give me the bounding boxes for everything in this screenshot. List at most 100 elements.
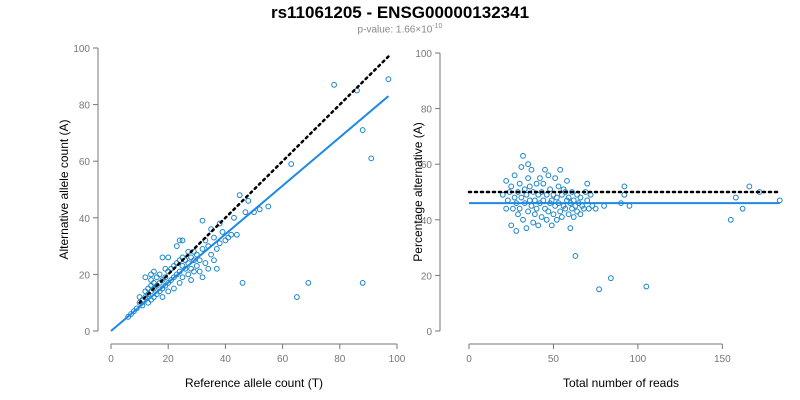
right-data-point bbox=[584, 180, 591, 187]
right-data-point bbox=[543, 216, 550, 223]
right-data-point bbox=[531, 197, 538, 204]
left-data-point bbox=[239, 279, 246, 286]
right-data-point bbox=[557, 166, 564, 173]
right-data-point bbox=[530, 219, 537, 226]
right-data-point bbox=[643, 283, 650, 290]
right-data-point bbox=[553, 216, 560, 223]
right-data-point bbox=[569, 189, 575, 195]
left-data-point bbox=[145, 285, 152, 292]
right-y-tick-label: 100 bbox=[415, 49, 432, 60]
right-data-point bbox=[528, 166, 535, 173]
left-data-point bbox=[216, 220, 223, 227]
chart-subtitle: p-value: 1.66×10-10 bbox=[0, 23, 800, 35]
left-x-tick-label: 80 bbox=[334, 354, 346, 365]
left-reference-line bbox=[138, 55, 390, 304]
right-data-point bbox=[537, 175, 543, 182]
right-data-point bbox=[574, 208, 580, 215]
right-data-point bbox=[567, 225, 574, 232]
left-data-point bbox=[288, 161, 295, 167]
right-data-point bbox=[520, 152, 526, 159]
left-data-point bbox=[159, 294, 166, 300]
left-data-point bbox=[294, 294, 300, 300]
right-data-point bbox=[553, 194, 560, 201]
left-data-point bbox=[191, 257, 197, 264]
left-data-point bbox=[199, 246, 206, 252]
right-data-point bbox=[535, 222, 542, 229]
right-data-point bbox=[548, 222, 555, 229]
right-y-tick-label: 20 bbox=[421, 271, 433, 282]
right-data-point bbox=[533, 180, 540, 187]
right-data-point bbox=[570, 197, 577, 204]
right-data-point bbox=[557, 208, 564, 215]
left-data-point bbox=[385, 76, 392, 83]
right-data-point bbox=[516, 180, 523, 187]
left-data-point bbox=[331, 81, 337, 88]
right-data-point bbox=[540, 197, 547, 204]
right-y-axis-title: Percentage alternative (A) bbox=[411, 122, 425, 261]
right-data-point bbox=[518, 164, 525, 170]
left-data-point bbox=[153, 274, 160, 281]
right-data-point bbox=[520, 216, 526, 223]
right-data-point bbox=[526, 183, 533, 190]
left-data-point bbox=[222, 237, 229, 244]
right-data-point bbox=[569, 205, 575, 212]
left-data-point bbox=[205, 265, 212, 272]
left-data-point bbox=[165, 254, 172, 261]
left-data-point bbox=[176, 237, 183, 244]
left-data-point bbox=[265, 203, 272, 210]
left-y-tick-label: 20 bbox=[79, 270, 91, 281]
right-data-point bbox=[584, 197, 591, 204]
left-data-point bbox=[256, 206, 263, 213]
right-y-tick-label: 0 bbox=[426, 327, 432, 338]
left-data-point bbox=[242, 209, 249, 216]
left-data-point bbox=[216, 240, 223, 247]
right-x-axis-title: Total number of reads bbox=[563, 376, 679, 390]
left-data-point bbox=[142, 274, 149, 281]
right-data-point bbox=[528, 203, 535, 209]
right-data-point bbox=[776, 197, 783, 204]
right-data-point bbox=[746, 183, 753, 190]
left-y-tick-label: 100 bbox=[73, 44, 90, 55]
right-data-point bbox=[515, 211, 521, 218]
right-data-point bbox=[525, 161, 532, 168]
left-data-point bbox=[162, 274, 169, 281]
left-data-point bbox=[165, 288, 172, 295]
left-x-tick-label: 100 bbox=[389, 354, 406, 365]
left-x-tick-label: 60 bbox=[277, 354, 289, 365]
left-data-point bbox=[211, 257, 217, 264]
left-data-point bbox=[148, 282, 154, 289]
right-data-point bbox=[513, 228, 520, 234]
left-data-point bbox=[368, 155, 375, 162]
right-x-tick-label: 0 bbox=[466, 354, 472, 365]
left-y-tick-label: 0 bbox=[84, 327, 90, 338]
right-data-point bbox=[542, 205, 548, 212]
right-data-point bbox=[542, 166, 548, 173]
left-data-point bbox=[305, 279, 312, 286]
right-data-point bbox=[592, 205, 599, 212]
left-data-point bbox=[148, 277, 154, 283]
right-data-point bbox=[511, 194, 518, 201]
left-y-tick-label: 40 bbox=[79, 214, 91, 225]
right-data-point bbox=[526, 197, 533, 204]
right-data-point bbox=[503, 177, 510, 184]
left-x-tick-label: 0 bbox=[108, 354, 114, 365]
left-data-point bbox=[179, 263, 186, 269]
right-data-point bbox=[503, 205, 510, 212]
right-data-point bbox=[523, 225, 530, 232]
right-data-point bbox=[523, 191, 530, 198]
left-data-point bbox=[199, 217, 206, 224]
right-data-point bbox=[545, 172, 552, 179]
right-data-point bbox=[515, 189, 521, 195]
right-data-point bbox=[508, 222, 515, 229]
left-data-point bbox=[202, 260, 209, 266]
left-data-point bbox=[193, 263, 200, 269]
left-y-axis-title: Alternative allele count (A) bbox=[57, 119, 71, 259]
right-data-point bbox=[516, 205, 523, 212]
left-data-point bbox=[142, 288, 149, 295]
left-data-point bbox=[196, 268, 203, 275]
right-data-point bbox=[525, 208, 532, 215]
left-data-point bbox=[179, 274, 186, 281]
right-data-point bbox=[518, 194, 525, 201]
